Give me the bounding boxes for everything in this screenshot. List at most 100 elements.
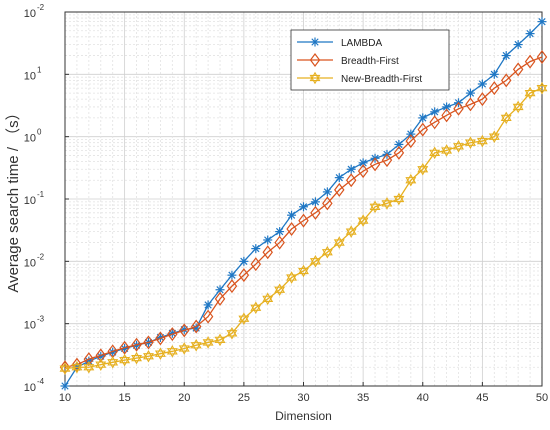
legend-item: LAMBDA [297,37,382,49]
y-tick-label: 10 [24,257,36,269]
data-point-triangle [226,330,238,340]
data-point-stroke [419,114,427,122]
data-point-triangle [298,264,309,275]
data-point-triangle [131,351,143,362]
data-point [381,197,393,210]
x-tick-label: 20 [178,392,190,404]
x-tick-label: 10 [59,392,71,404]
data-point [274,283,286,297]
data-point-stroke [359,159,367,167]
data-point-triangle [71,360,83,371]
y-tick-label: 10 [24,320,36,332]
data-point [321,245,333,259]
data-point-stroke [216,286,224,294]
data-point-stroke [431,108,439,116]
data-point-triangle [143,349,154,360]
data-point-triangle [214,336,226,347]
data-point-triangle [95,361,107,371]
data-point-triangle [262,292,274,303]
data-point [464,136,476,150]
data-point [381,153,393,168]
data-point-triangle [405,173,417,184]
data-point-triangle [512,103,524,114]
data-point-triangle [500,111,512,122]
legend-item: New-Breadth-First [297,71,422,85]
data-point [345,173,357,188]
data-point [489,69,499,79]
data-point-stroke [347,165,355,173]
data-point [298,264,309,278]
data-point [358,158,368,168]
data-point-stroke [526,29,534,38]
data-point [430,107,440,117]
legend-item: Breadth-First [297,53,399,67]
y-tick-exponent: -4 [37,377,45,386]
data-point-triangle [441,144,453,154]
data-point [95,348,107,363]
y-tick-label: 10 [24,70,36,82]
data-point [501,51,511,61]
y-tick-label: 10 [24,8,36,20]
data-point-triangle [345,228,357,238]
data-point-triangle [536,81,548,92]
data-point [178,342,190,355]
data-point [190,338,202,352]
data-point [429,115,440,130]
data-point [202,309,214,324]
x-axis-title: Dimension [275,409,332,423]
data-point [476,134,488,148]
data-point-stroke [478,80,487,88]
x-tick-label: 35 [357,392,369,404]
data-point-triangle [524,89,536,100]
data-point-triangle [143,353,154,363]
data-point [345,225,357,238]
x-tick-label: 40 [417,392,429,404]
data-point [59,362,71,375]
data-point-stroke [228,271,236,279]
y-tick-exponent: -2 [37,252,45,261]
data-point [333,236,345,249]
data-point-triangle [488,130,500,140]
data-point [227,270,237,280]
data-point [346,164,356,174]
data-point [251,244,261,254]
data-point-triangle [453,143,464,153]
data-point-triangle [512,100,524,111]
data-point-triangle [357,217,369,227]
data-point-triangle [166,348,178,358]
data-point [179,323,190,338]
legend: LAMBDA Breadth-First New-Breadth-First [290,29,450,91]
data-point-triangle [286,274,298,284]
data-point-triangle [393,192,405,203]
data-point [143,335,154,350]
data-point-triangle [309,74,321,85]
data-point [393,192,405,206]
y-tick-exponent: 0 [37,128,42,137]
data-point [107,356,119,369]
x-tick-label: 15 [119,392,131,404]
data-point [71,360,83,374]
data-point-triangle [107,356,119,366]
data-point-triangle [119,353,131,364]
data-point [203,300,213,310]
data-point [309,71,321,85]
data-point [512,62,524,77]
data-point [453,140,464,153]
data-point-triangle [417,162,429,173]
data-point [488,130,500,143]
data-point [95,358,107,371]
data-point [250,257,262,272]
data-point-triangle [381,197,393,207]
data-point [477,79,487,89]
data-point [310,37,320,47]
data-point [369,157,381,172]
data-point-triangle [309,255,321,265]
data-point [417,122,429,137]
data-point-triangle [381,200,393,210]
data-point-triangle [536,85,548,95]
data-point [334,182,345,197]
data-point-triangle [202,336,214,346]
data-point [524,86,536,100]
data-point-triangle [59,365,71,375]
